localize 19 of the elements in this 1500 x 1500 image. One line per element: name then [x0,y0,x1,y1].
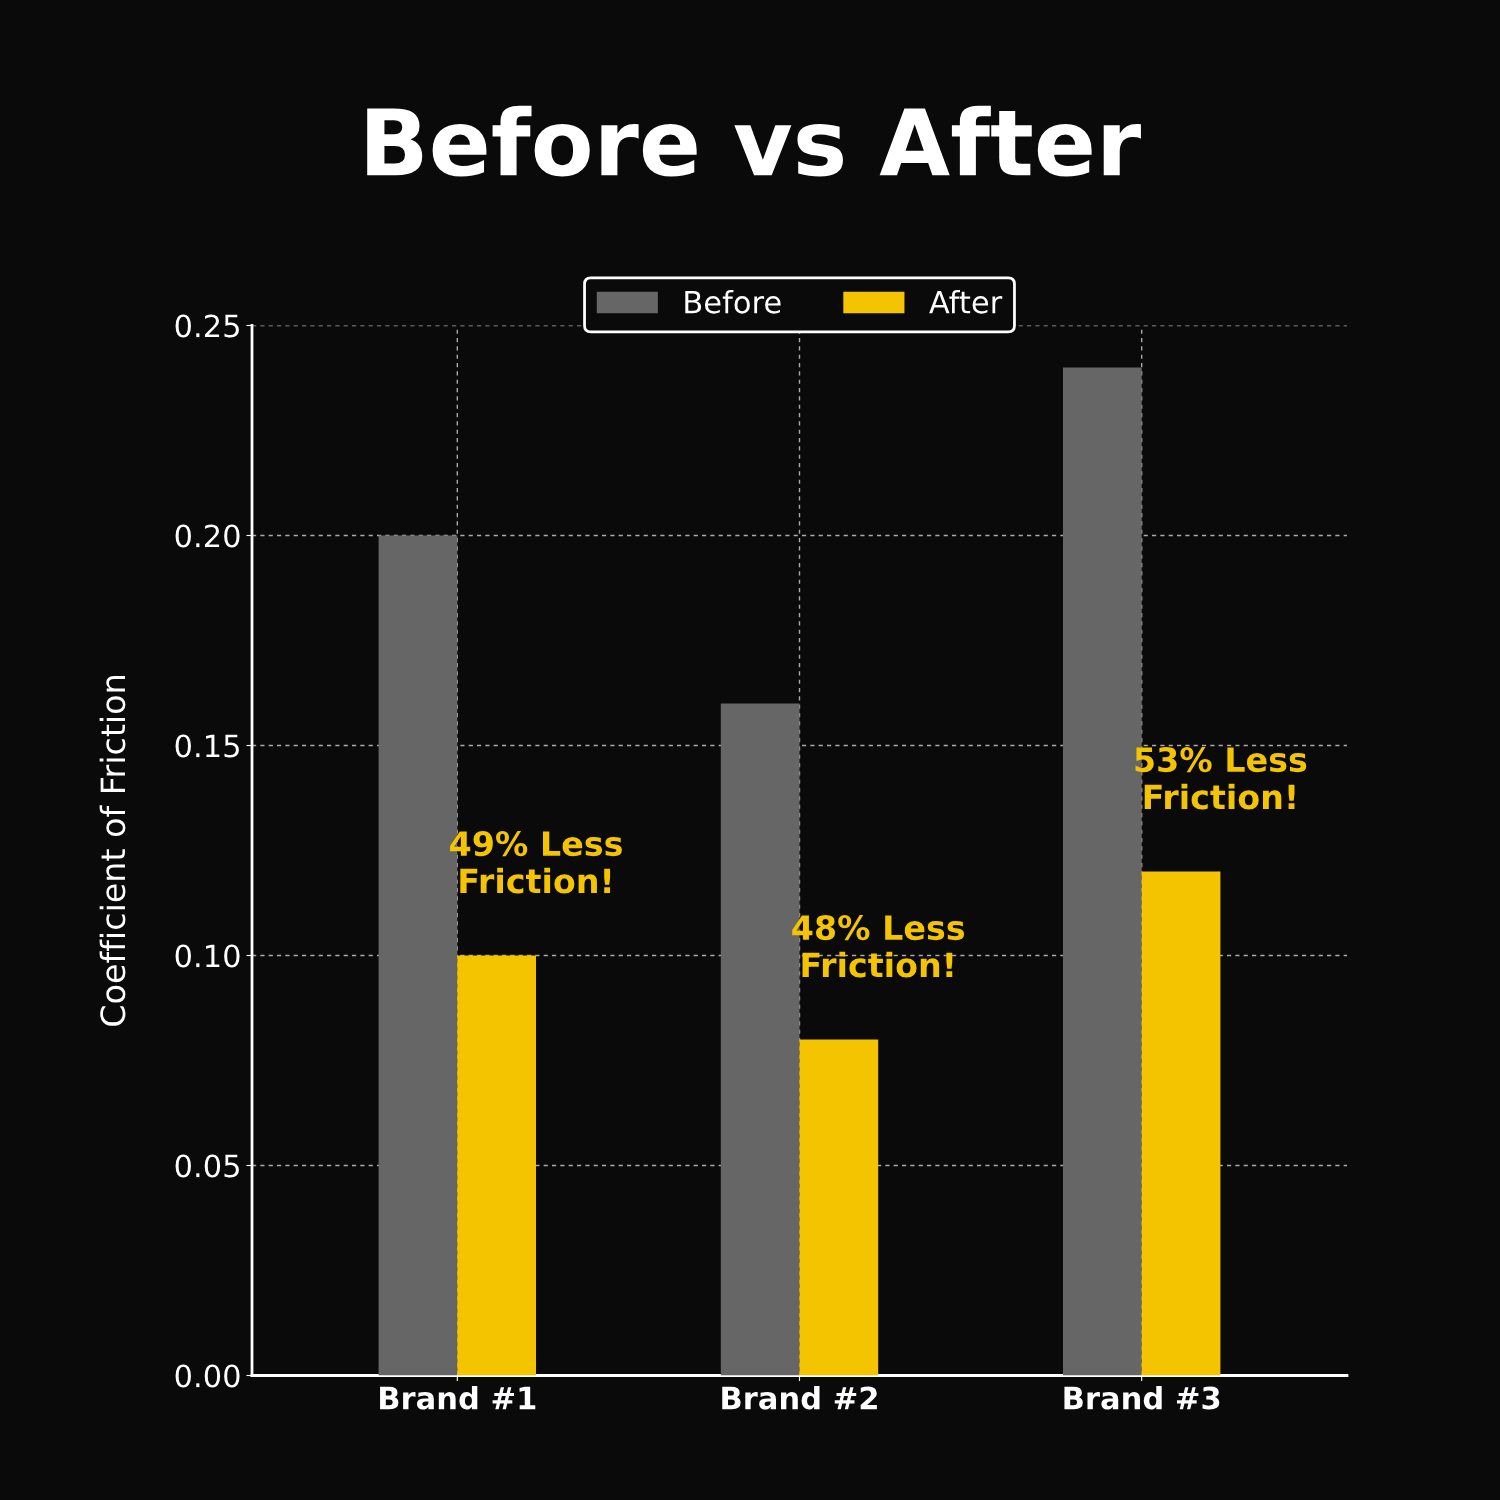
y-tick-label: 0.00 [175,1364,240,1388]
x-tick-label: Brand #1 [380,1385,536,1410]
legend-label: After [929,290,1003,314]
chart-title: Before vs After [367,105,1141,177]
y-tick-label: 0.10 [175,944,240,968]
x-tick-label: Brand #3 [1064,1385,1220,1410]
y-axis-title: Coefficient of Friction [99,676,126,1026]
annotation: 53% Less Friction! [1135,746,1307,810]
legend-label: Before [685,290,781,314]
bar [799,1039,879,1376]
bar [1141,871,1221,1376]
bar [457,955,537,1376]
y-tick-label: 0.15 [175,734,239,758]
y-tick-label: 0.05 [175,1154,239,1178]
annotation: 48% Less Friction! [792,914,965,978]
x-tick-label: Brand #2 [722,1385,877,1410]
y-tick-label: 0.25 [175,314,239,338]
annotation: 49% Less Friction! [450,830,622,894]
y-tick-label: 0.20 [175,524,240,548]
